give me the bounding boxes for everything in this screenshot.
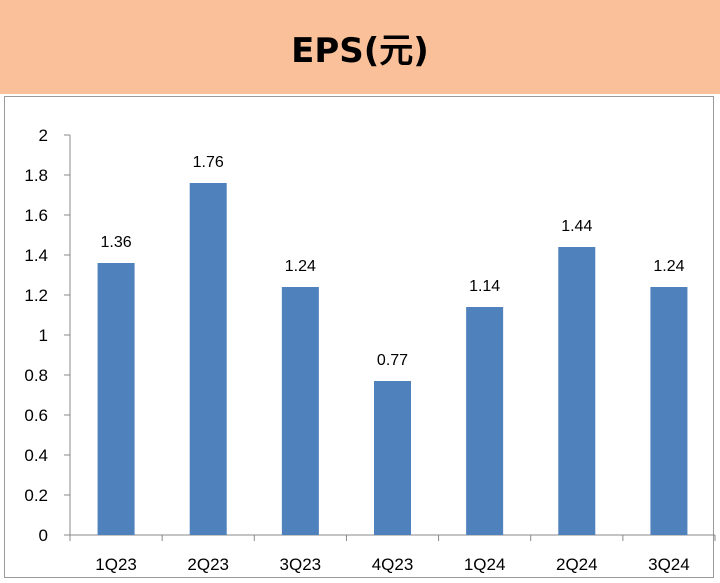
y-tick-label: 1.2 [24,286,48,305]
x-tick-label-2q24: 2Q24 [556,555,598,574]
y-tick-label: 0.2 [24,486,48,505]
title-banner [0,0,720,94]
bar-4q23 [374,381,411,535]
x-tick-label-1q24: 1Q24 [464,555,506,574]
data-label-1q23: 1.36 [101,234,132,251]
x-tick-label-1q23: 1Q23 [95,555,137,574]
y-tick-label: 0.6 [24,406,48,425]
data-label-3q24: 1.24 [653,258,684,275]
y-tick-label: 1 [39,326,48,345]
x-tick-label-4q23: 4Q23 [372,555,414,574]
data-label-1q24: 1.14 [469,278,500,295]
x-tick-label-2q23: 2Q23 [187,555,229,574]
y-tick-label: 1.4 [24,246,48,265]
chart-title: EPS(元) [291,30,429,71]
bar-1q24 [466,307,504,535]
x-tick-label-3q24: 3Q24 [648,555,690,574]
y-tick-label: 2 [39,126,48,145]
data-label-2q23: 1.76 [193,154,224,171]
bar-3q23 [281,287,319,535]
data-label-2q24: 1.44 [561,218,592,235]
y-tick-label: 1.6 [24,206,48,225]
x-tick-label-3q23: 3Q23 [280,555,322,574]
bar-2q24 [558,247,596,535]
bar-3q24 [650,287,688,535]
y-tick-label: 0 [39,526,48,545]
data-label-3q23: 1.24 [285,258,316,275]
bar-1q23 [97,263,135,535]
y-tick-label: 0.4 [24,446,48,465]
data-label-4q23: 0.77 [377,352,408,369]
bar-2q23 [189,183,227,535]
y-tick-label: 0.8 [24,366,48,385]
y-tick-label: 1.8 [24,166,48,185]
